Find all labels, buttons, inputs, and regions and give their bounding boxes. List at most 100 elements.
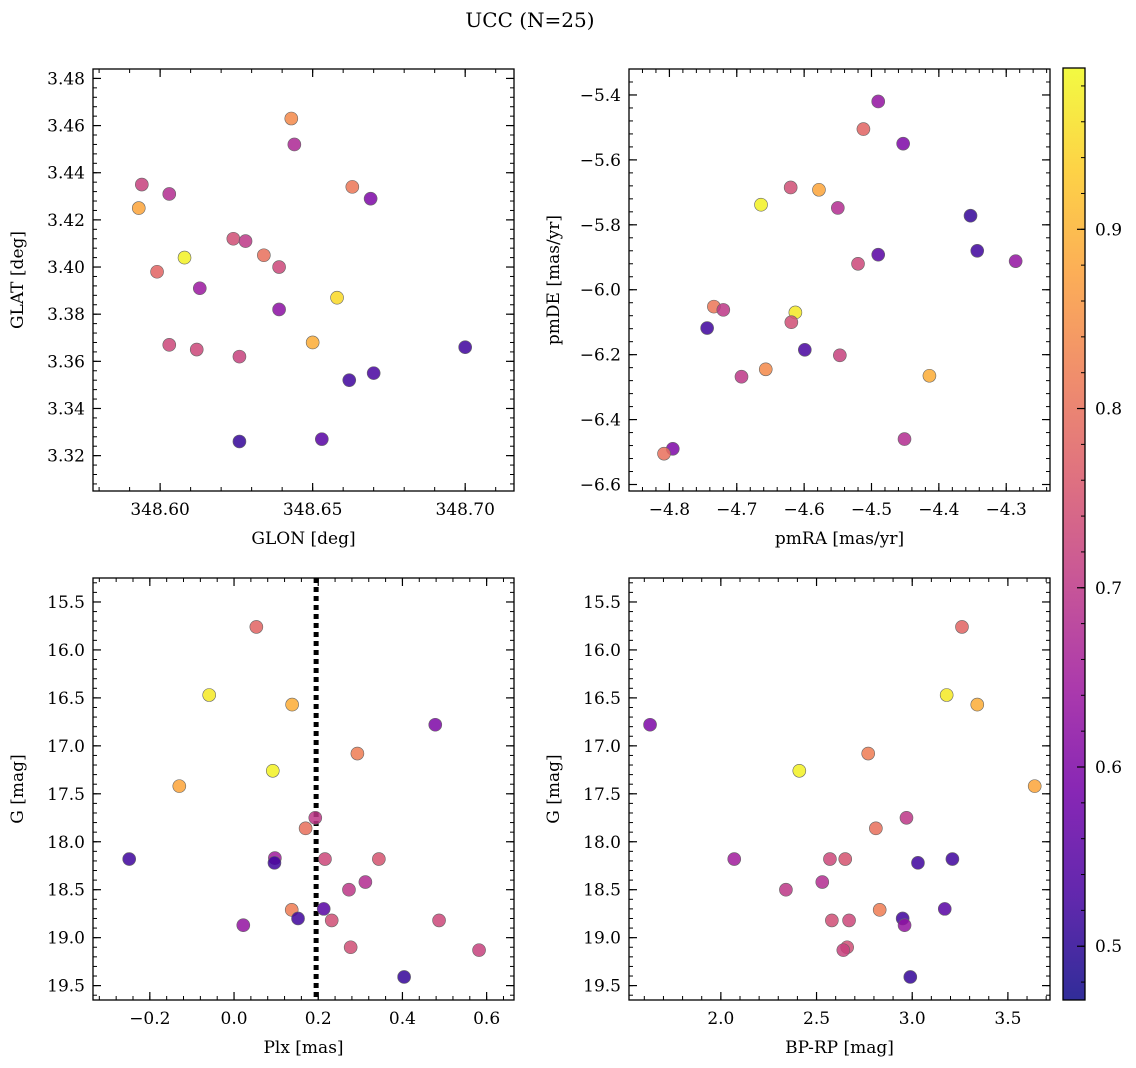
scatter-point [291,911,305,926]
scatter-point [343,940,358,955]
scatter-point [798,342,812,357]
scatter-point [265,763,280,778]
scatter-point [897,432,912,446]
scatter-point [815,875,830,889]
scatter-point [911,856,925,870]
axes-frame [92,68,515,492]
scatter-point [937,902,952,916]
x-tick-label: 348.60 [130,500,189,520]
scatter-point [318,852,332,866]
scatter-point [131,201,146,215]
scatter-point [903,970,918,984]
y-tick-label: −6.4 [580,411,621,431]
y-tick-label: 15.5 [47,593,85,613]
scatter-point [955,620,969,634]
colorbar-gradient [1063,68,1085,1000]
y-axis-label: G [mag] [8,754,28,823]
scatter-point [249,620,264,634]
scatter-point [716,303,731,317]
scatter-point [363,191,378,206]
colorbar-tick-label: 0.5 [1095,937,1122,957]
x-tick-label: 0.0 [221,1009,248,1029]
y-tick-label: 3.32 [47,447,85,467]
scatter-point [226,231,241,246]
scatter-point [316,902,331,916]
colorbar-tick-label: 0.9 [1095,220,1122,240]
y-tick-label: 3.46 [47,117,85,137]
scatter-point [842,913,856,928]
scatter-point [825,913,839,928]
scatter-point [922,368,937,383]
panel-plx-g: −0.2 0.0 0.2 0.4 0.6 15.5 16.0 16.5 17.0 17.5 18.0… [8,577,515,1058]
scatter-point [189,342,204,357]
scatter-point [428,717,443,732]
axes-frame [628,577,1051,1001]
scatter-point [869,821,883,836]
x-tick-label: 2.5 [803,1009,830,1029]
scatter-point [836,943,851,957]
scatter-point [285,697,299,712]
scatter-point [366,366,381,380]
y-tick-label: 16.0 [583,641,621,661]
x-tick-label: −4.6 [783,500,824,520]
y-axis-label: G [mag] [544,754,564,823]
scatter-point [272,260,286,274]
x-axis-label: pmRA [mas/yr] [775,529,904,549]
y-tick-label: 17.0 [583,737,621,757]
figure-title: UCC (N=25) [465,8,594,32]
colorbar-tick-label: 0.6 [1095,758,1122,778]
y-tick-label: 19.0 [583,929,621,949]
y-tick-label: 3.44 [47,164,85,184]
scatter-point [257,248,271,263]
colorbar-frame [1062,67,1086,1001]
colorbar-tick-label: 0.7 [1095,579,1122,599]
scatter-point [458,340,472,354]
y-tick-label: 17.5 [47,785,85,805]
scatter-point [856,122,871,136]
scatter-point [1027,779,1042,793]
scatter-point [162,338,177,352]
scatter-point [838,852,853,866]
scatter-point [831,201,845,215]
y-tick-label: −5.6 [580,151,621,171]
panel-pmra-pmde: −4.8 −4.7 −4.6 −4.5 −4.4 −4.3 −6.6 −6.4 −6.2 −6.0… [544,68,1051,549]
scatter-point [330,290,344,305]
scatter-point [734,369,749,384]
scatter-point [779,882,793,897]
scatter-point [792,763,807,778]
y-tick-label: −5.4 [580,86,621,106]
scatter-point [342,373,357,387]
x-tick-label: 0.6 [473,1009,500,1029]
scatter-point [871,247,886,262]
y-axis-label: GLAT [deg] [8,231,28,329]
x-axis-label: GLON [deg] [251,529,355,549]
scatter-point [432,913,446,928]
scatter-point [963,208,978,223]
scatter-point [872,903,887,917]
scatter-point [358,875,373,889]
scatter-point [372,852,386,866]
scatter-point [342,882,356,897]
scatter-point [236,918,251,932]
x-tick-label: 2.0 [707,1009,734,1029]
y-tick-label: 16.0 [47,641,85,661]
scatter-point [758,362,773,377]
x-tick-label: 348.70 [435,500,494,520]
y-tick-label: 16.5 [583,689,621,709]
scatter-point [315,432,329,446]
x-tick-label: 3.0 [899,1009,926,1029]
y-tick-label: 19.0 [47,929,85,949]
colorbar-tick-label: 0.8 [1095,400,1122,420]
scatter-point [899,810,914,825]
scatter-point [700,321,714,335]
scatter-point [871,94,886,109]
y-tick-label: 17.0 [47,737,85,757]
panel-bprp-g: 2.0 2.5 3.0 3.5 15.5 16.0 16.5 17.0 17.5 18.0 18.5… [544,577,1051,1058]
y-tick-label: −6.2 [580,346,621,366]
scatter-point [232,349,247,364]
y-tick-label: 3.38 [47,305,85,325]
scatter-point [150,264,164,279]
scatter-point [232,434,247,449]
scatter-point [812,182,826,197]
x-tick-label: 348.65 [283,500,342,520]
